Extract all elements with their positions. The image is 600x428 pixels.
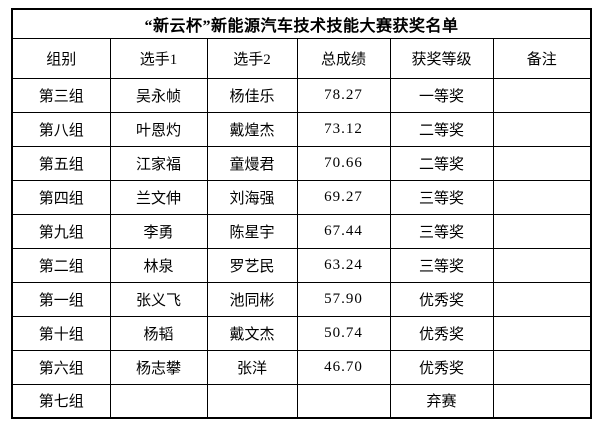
cell-score: 78.27 [296, 77, 391, 113]
table-row: 第五组 江家福 童熳君 70.66 二等奖 [11, 145, 592, 181]
cell-player2: 罗艺民 [206, 247, 298, 283]
cell-group: 第六组 [11, 349, 111, 385]
table-row: 第四组 兰文伸 刘海强 69.27 三等奖 [11, 179, 592, 215]
cell-player2: 戴煌杰 [206, 111, 298, 147]
cell-player2: 池同彬 [206, 281, 298, 317]
cell-player1: 杨韬 [109, 315, 208, 351]
cell-score: 70.66 [296, 145, 391, 181]
cell-player1: 李勇 [109, 213, 208, 249]
cell-note [492, 281, 592, 317]
table-body: 第三组 吴永帧 杨佳乐 78.27 一等奖 第八组 叶恩灼 戴煌杰 73.12 二等奖 第五组 江家福… [11, 77, 592, 419]
cell-player1: 张义飞 [109, 281, 208, 317]
cell-group: 第七组 [11, 383, 111, 419]
cell-group: 第五组 [11, 145, 111, 181]
column-header-4: 获奖等级 [389, 37, 494, 79]
cell-note [492, 77, 592, 113]
cell-player1 [109, 383, 208, 419]
cell-award: 三等奖 [389, 247, 494, 283]
cell-group: 第四组 [11, 179, 111, 215]
cell-score: 67.44 [296, 213, 391, 249]
table-row: 第八组 叶恩灼 戴煌杰 73.12 二等奖 [11, 111, 592, 147]
cell-player2: 童熳君 [206, 145, 298, 181]
cell-award: 二等奖 [389, 145, 494, 181]
award-table: “新云杯”新能源汽车技术技能大赛获奖名单 组别 选手1 选手2 总成绩 获奖等级 备注 第… [11, 8, 593, 419]
table-row: 第九组 李勇 陈星宇 67.44 三等奖 [11, 213, 592, 249]
cell-award: 一等奖 [389, 77, 494, 113]
cell-award: 优秀奖 [389, 315, 494, 351]
cell-score [296, 383, 391, 419]
cell-note [492, 111, 592, 147]
cell-note [492, 179, 592, 215]
cell-group: 第十组 [11, 315, 111, 351]
cell-award: 二等奖 [389, 111, 494, 147]
cell-player1: 林泉 [109, 247, 208, 283]
table-row: 第二组 林泉 罗艺民 63.24 三等奖 [11, 247, 592, 283]
cell-player2: 戴文杰 [206, 315, 298, 351]
cell-award: 三等奖 [389, 179, 494, 215]
cell-group: 第三组 [11, 77, 111, 113]
table-row: 第六组 杨志攀 张洋 46.70 优秀奖 [11, 349, 592, 385]
table-row: 第一组 张义飞 池同彬 57.90 优秀奖 [11, 281, 592, 317]
cell-player1: 江家福 [109, 145, 208, 181]
header-row: 组别 选手1 选手2 总成绩 获奖等级 备注 [11, 37, 592, 79]
cell-score: 57.90 [296, 281, 391, 317]
cell-note [492, 247, 592, 283]
cell-player1: 叶恩灼 [109, 111, 208, 147]
table-row: 第七组 弃赛 [11, 383, 592, 419]
column-header-0: 组别 [11, 37, 111, 79]
cell-player2: 杨佳乐 [206, 77, 298, 113]
cell-award: 三等奖 [389, 213, 494, 249]
cell-player2 [206, 383, 298, 419]
cell-player1: 杨志攀 [109, 349, 208, 385]
column-header-2: 选手2 [206, 37, 298, 79]
cell-player1: 兰文伸 [109, 179, 208, 215]
cell-score: 50.74 [296, 315, 391, 351]
column-header-1: 选手1 [109, 37, 208, 79]
cell-award: 弃赛 [389, 383, 494, 419]
cell-note [492, 349, 592, 385]
cell-group: 第九组 [11, 213, 111, 249]
column-header-3: 总成绩 [296, 37, 391, 79]
column-header-5: 备注 [492, 37, 592, 79]
table-title: “新云杯”新能源汽车技术技能大赛获奖名单 [11, 8, 592, 39]
cell-group: 第二组 [11, 247, 111, 283]
cell-score: 63.24 [296, 247, 391, 283]
cell-group: 第一组 [11, 281, 111, 317]
cell-player2: 刘海强 [206, 179, 298, 215]
table-title-row: “新云杯”新能源汽车技术技能大赛获奖名单 [11, 8, 592, 39]
cell-score: 73.12 [296, 111, 391, 147]
cell-player2: 陈星宇 [206, 213, 298, 249]
cell-note [492, 383, 592, 419]
cell-player2: 张洋 [206, 349, 298, 385]
cell-note [492, 315, 592, 351]
cell-score: 69.27 [296, 179, 391, 215]
cell-score: 46.70 [296, 349, 391, 385]
cell-award: 优秀奖 [389, 349, 494, 385]
cell-player1: 吴永帧 [109, 77, 208, 113]
cell-note [492, 145, 592, 181]
cell-group: 第八组 [11, 111, 111, 147]
table-row: 第十组 杨韬 戴文杰 50.74 优秀奖 [11, 315, 592, 351]
cell-award: 优秀奖 [389, 281, 494, 317]
cell-note [492, 213, 592, 249]
table-row: 第三组 吴永帧 杨佳乐 78.27 一等奖 [11, 77, 592, 113]
